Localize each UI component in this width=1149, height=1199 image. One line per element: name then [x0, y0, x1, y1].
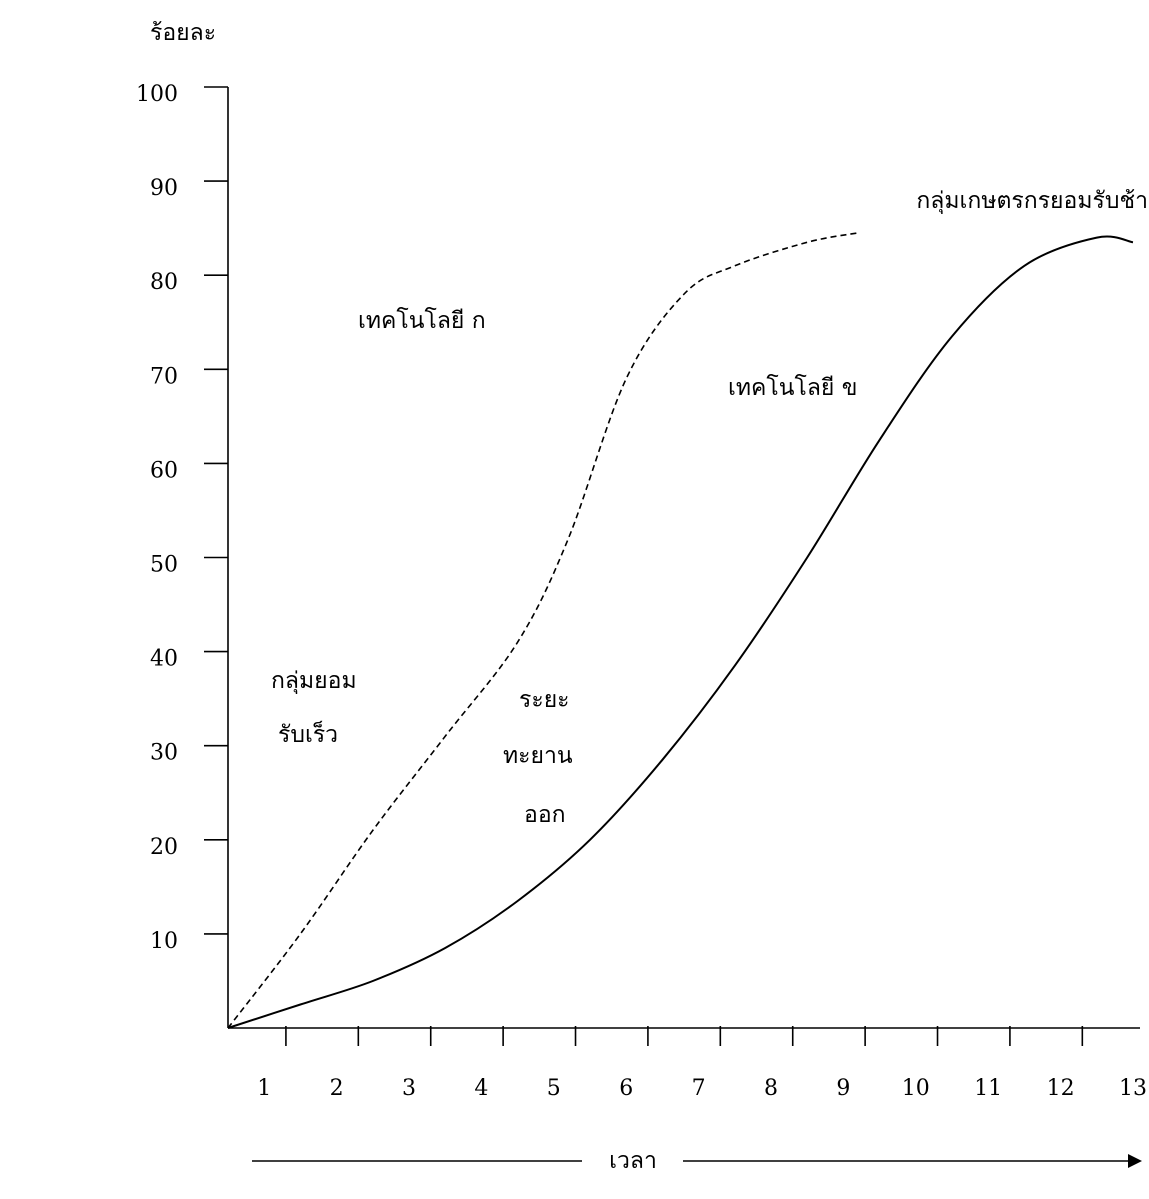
annotation-late-adopters: กลุ่มเกษตรกรยอมรับช้า	[916, 188, 1148, 214]
x-tick-label: 7	[692, 1076, 706, 1101]
x-tick-label: 8	[764, 1076, 778, 1101]
y-tick-label: 50	[150, 553, 178, 578]
y-tick-label: 10	[150, 929, 178, 954]
annotation-takeoff-line3: ออก	[524, 802, 566, 828]
y-tick-label: 70	[150, 364, 178, 389]
x-tick-label: 2	[330, 1076, 344, 1101]
y-tick-label: 60	[150, 458, 178, 483]
annotation-technology-a: เทคโนโลยี ก	[358, 307, 486, 334]
x-tick-label: 3	[402, 1076, 416, 1101]
x-tick-label: 11	[974, 1076, 1002, 1101]
x-tick-label: 9	[836, 1076, 850, 1101]
y-tick-label: 30	[150, 741, 178, 766]
y-tick-label: 20	[150, 835, 178, 860]
x-axis-ticks: 1 2 3 4 5 6 7 8 9 10 11 12 13	[257, 1026, 1147, 1101]
annotation-takeoff-line1: ระยะ	[519, 687, 570, 713]
annotation-early-adopters-line2: รับเร็ว	[278, 719, 338, 748]
x-tick-label: 1	[257, 1076, 271, 1101]
y-axis-ticks: 10 20 30 40 50 60 70 80 90 100	[136, 82, 228, 954]
x-tick-label: 5	[547, 1076, 561, 1101]
x-tick-label: 4	[474, 1076, 488, 1101]
annotation-technology-b: เทคโนโลยี ข	[728, 374, 857, 401]
y-tick-label: 80	[150, 270, 178, 295]
x-tick-label: 6	[619, 1076, 633, 1101]
annotation-early-adopters-line1: กลุ่มยอม	[271, 668, 357, 694]
x-tick-label: 13	[1119, 1076, 1147, 1101]
y-axis-title: ร้อยละ	[150, 20, 216, 46]
y-tick-label: 40	[150, 647, 178, 672]
x-tick-label: 10	[902, 1076, 930, 1101]
series-line-technology-a	[227, 232, 859, 1029]
series-line-technology-b	[227, 235, 1134, 1029]
annotation-takeoff-line2: ทะยาน	[503, 743, 573, 769]
x-tick-label: 12	[1047, 1076, 1075, 1101]
x-axis-title: เวลา	[609, 1148, 657, 1174]
y-tick-label: 90	[150, 176, 178, 201]
y-tick-label: 100	[136, 82, 178, 107]
